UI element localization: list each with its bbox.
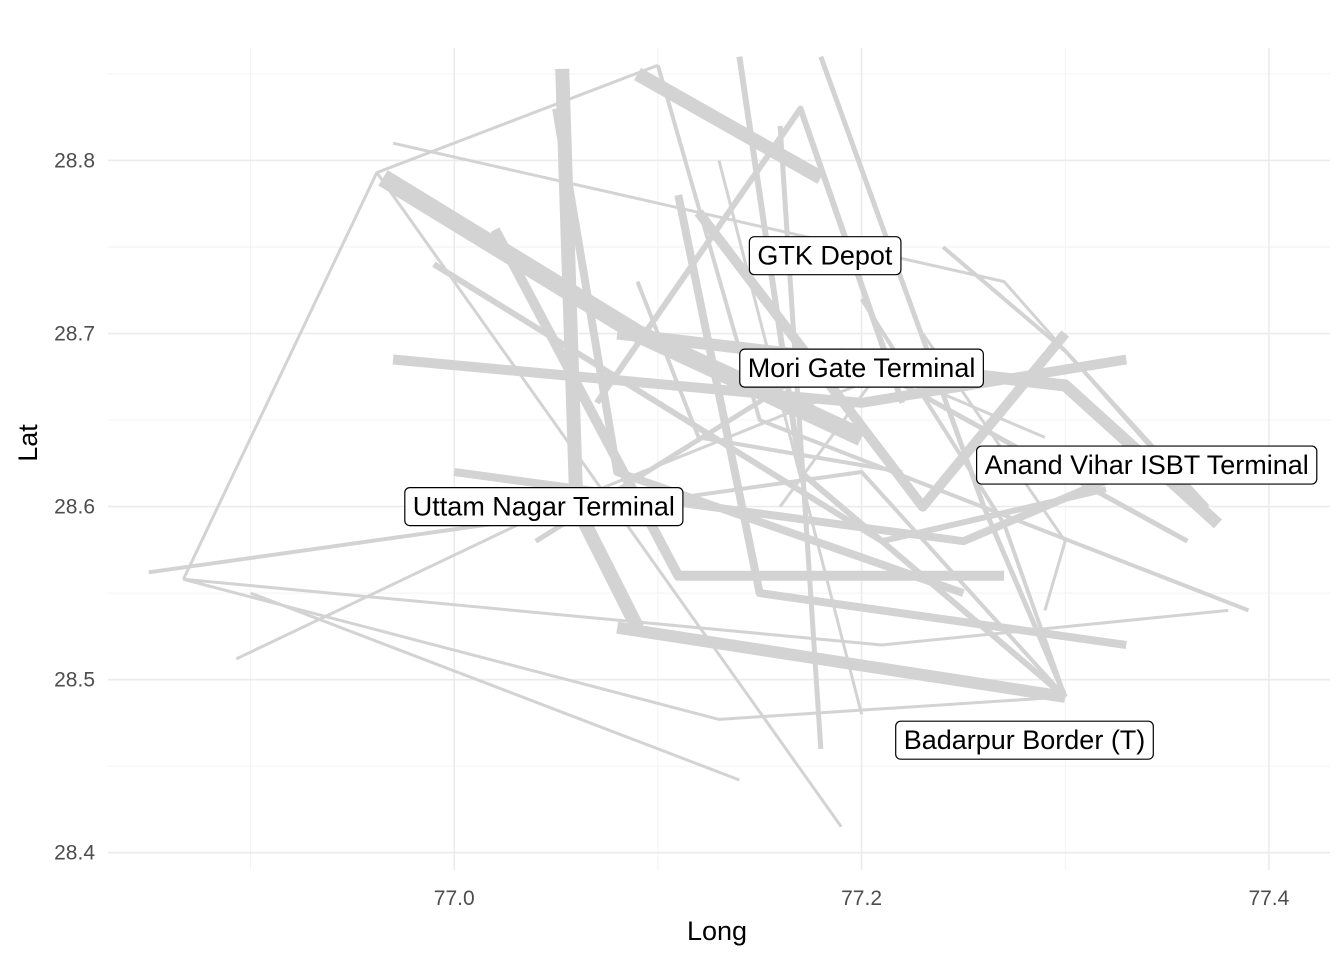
y-tick-label: 28.5 bbox=[54, 669, 95, 692]
annotation-label: GTK Depot bbox=[748, 236, 902, 276]
annotation-box bbox=[739, 348, 984, 388]
route-line bbox=[694, 209, 1070, 512]
y-tick-label: 28.6 bbox=[54, 496, 95, 519]
route-line bbox=[148, 470, 1067, 699]
route-line bbox=[183, 577, 1066, 721]
route-lines bbox=[148, 55, 1250, 828]
x-tick-label: 77.4 bbox=[1248, 887, 1289, 910]
route-line bbox=[490, 227, 1005, 581]
annotation-text: GTK Depot bbox=[757, 241, 893, 271]
route-line bbox=[717, 160, 864, 715]
annotation-text: Badarpur Border (T) bbox=[904, 725, 1146, 755]
annotation-label: Badarpur Border (T) bbox=[895, 720, 1154, 760]
annotation-label: Mori Gate Terminal bbox=[739, 348, 984, 388]
terminal-annotations: GTK Depot Mori Gate Terminal Anand Vihar I… bbox=[404, 236, 1318, 760]
route-line bbox=[634, 67, 825, 184]
y-tick-label: 28.8 bbox=[54, 149, 95, 172]
annotation-box bbox=[748, 236, 902, 276]
annotation-text: Mori Gate Terminal bbox=[748, 353, 976, 383]
y-tick-label: 28.4 bbox=[54, 842, 95, 865]
route-line bbox=[655, 64, 1250, 613]
y-tick-label: 28.7 bbox=[54, 323, 95, 346]
y-axis-ticks: 28.4 28.5 28.6 28.7 28.8 bbox=[54, 149, 95, 864]
x-tick-label: 77.2 bbox=[841, 887, 882, 910]
x-axis-ticks: 77.0 77.2 77.4 bbox=[434, 887, 1290, 910]
route-line bbox=[250, 591, 740, 782]
route-line bbox=[635, 280, 903, 474]
route-line bbox=[616, 621, 1067, 703]
annotation-label: Uttam Nagar Terminal bbox=[404, 486, 684, 527]
annotation-box bbox=[404, 486, 684, 527]
annotation-text: Anand Vihar ISBT Terminal bbox=[985, 450, 1309, 480]
route-line bbox=[594, 105, 906, 405]
annotation-box bbox=[976, 445, 1318, 485]
y-axis-title: Lat bbox=[13, 424, 43, 462]
annotation-label: Anand Vihar ISBT Terminal bbox=[976, 445, 1318, 485]
route-line bbox=[674, 194, 1127, 649]
x-tick-label: 77.0 bbox=[434, 887, 475, 910]
route-line bbox=[552, 107, 965, 597]
annotation-box bbox=[895, 720, 1154, 760]
route-line bbox=[392, 141, 1220, 525]
route-line bbox=[183, 577, 1229, 647]
route-line bbox=[921, 332, 1067, 611]
x-axis-title: Long bbox=[687, 916, 747, 946]
annotation-text: Uttam Nagar Terminal bbox=[413, 492, 675, 522]
